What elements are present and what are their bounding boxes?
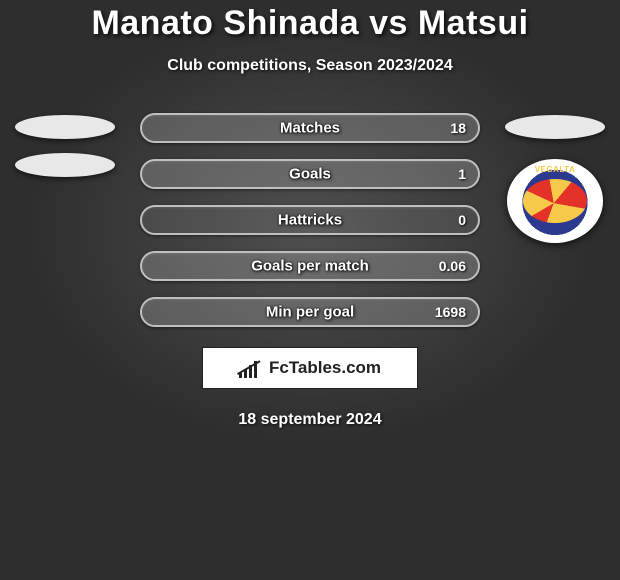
stat-label: Min per goal: [142, 304, 478, 321]
date-text: 18 september 2024: [0, 411, 620, 429]
stat-value-right: 0: [458, 212, 466, 228]
player-avatar-placeholder: [15, 115, 115, 139]
club-badge: VEGALTA: [507, 159, 603, 243]
club-avatar-placeholder: [15, 153, 115, 177]
brand-chart-icon: [239, 358, 263, 378]
brand-box: FcTables.com: [202, 347, 418, 389]
page-title: Manato Shinada vs Matsui: [0, 4, 620, 43]
right-player-column: VEGALTA: [500, 101, 610, 243]
stats-area: VEGALTA Matches18 Goals1 Hattricks0 Goals p…: [0, 113, 620, 343]
stat-value-right: 1698: [435, 304, 466, 320]
stat-value-right: 1: [458, 166, 466, 182]
stat-row: Matches18: [140, 113, 480, 143]
left-player-column: [10, 101, 120, 177]
subtitle: Club competitions, Season 2023/2024: [0, 57, 620, 75]
brand-text: FcTables.com: [269, 358, 381, 378]
club-badge-label: VEGALTA: [507, 165, 603, 174]
stat-label: Matches: [142, 120, 478, 137]
stat-row: Goals per match0.06: [140, 251, 480, 281]
stat-value-right: 18: [450, 120, 466, 136]
player-avatar-placeholder: [505, 115, 605, 139]
stat-label: Hattricks: [142, 212, 478, 229]
club-badge-art: [513, 165, 597, 237]
stat-label: Goals per match: [142, 258, 478, 275]
stat-row: Min per goal1698: [140, 297, 480, 327]
stat-value-right: 0.06: [439, 258, 466, 274]
stat-bars: Matches18 Goals1 Hattricks0 Goals per match…: [140, 113, 480, 327]
stat-label: Goals: [142, 166, 478, 183]
stat-row: Hattricks0: [140, 205, 480, 235]
stat-row: Goals1: [140, 159, 480, 189]
